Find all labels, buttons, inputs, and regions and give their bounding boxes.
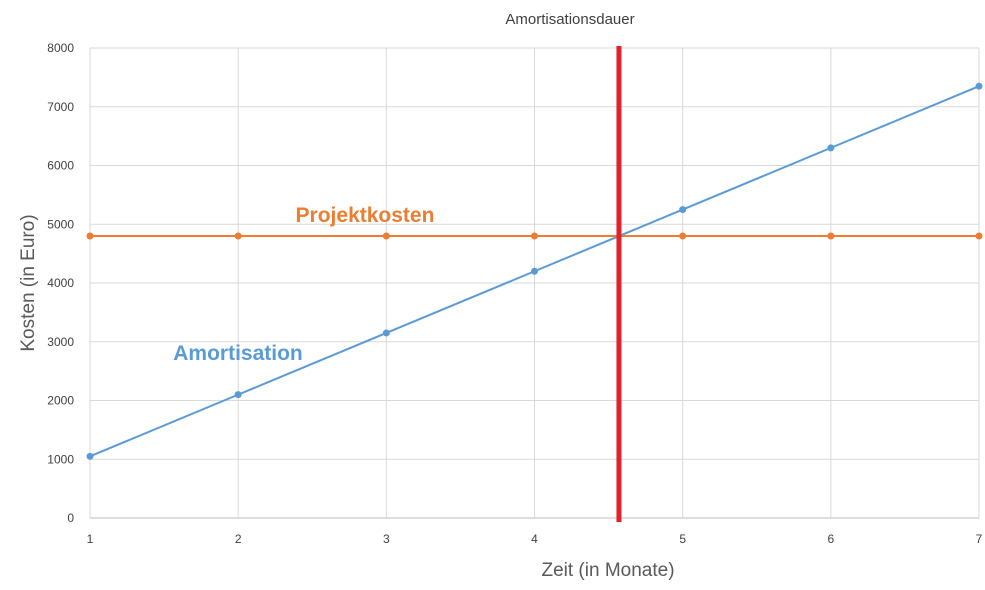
- data-point-amortisation: [234, 391, 242, 399]
- y-tick-label: 0: [67, 511, 74, 525]
- series-layer: [86, 82, 983, 460]
- x-axis-label: Zeit (in Monate): [541, 560, 674, 581]
- data-point-projektkosten: [827, 232, 835, 240]
- x-tick-label: 7: [976, 532, 983, 546]
- y-axis-label: Kosten (in Euro): [18, 214, 39, 351]
- data-point-projektkosten: [679, 232, 687, 240]
- data-point-projektkosten: [531, 232, 538, 240]
- data-point-amortisation: [531, 267, 538, 275]
- data-point-amortisation: [679, 206, 687, 214]
- x-tick-label: 6: [827, 532, 834, 546]
- x-tick-label: 4: [531, 532, 538, 546]
- y-tick-label: 8000: [47, 41, 74, 55]
- y-tick-label: 1000: [47, 452, 74, 466]
- y-tick-label: 6000: [47, 159, 74, 173]
- y-tick-label: 3000: [47, 335, 74, 349]
- y-tick-label: 2000: [47, 394, 74, 408]
- x-tick-label: 1: [87, 532, 94, 546]
- x-tick-label: 2: [235, 532, 242, 546]
- x-axis-ticks: 1 2 3 4 5 6 7: [87, 532, 983, 546]
- series-label-projektkosten: Projektkosten: [296, 204, 435, 227]
- data-point-amortisation: [382, 329, 390, 337]
- series-label-amortisation: Amortisation: [173, 342, 303, 365]
- x-tick-label: 3: [383, 532, 390, 546]
- y-tick-label: 5000: [47, 217, 74, 231]
- grid: [89, 47, 980, 519]
- y-tick-label: 4000: [47, 276, 74, 290]
- data-point-amortisation: [86, 452, 94, 460]
- data-point-projektkosten: [234, 232, 242, 240]
- y-tick-label: 7000: [47, 100, 74, 114]
- data-point-projektkosten: [975, 232, 983, 240]
- y-axis-ticks: 0 1000 2000 3000 4000 5000 6000 7000 8000: [47, 41, 74, 525]
- x-tick-label: 5: [679, 532, 686, 546]
- data-point-amortisation: [827, 144, 835, 152]
- data-point-projektkosten: [382, 232, 390, 240]
- chart-title: Amortisationsdauer: [505, 11, 634, 28]
- data-point-amortisation: [975, 82, 983, 90]
- data-point-projektkosten: [86, 232, 94, 240]
